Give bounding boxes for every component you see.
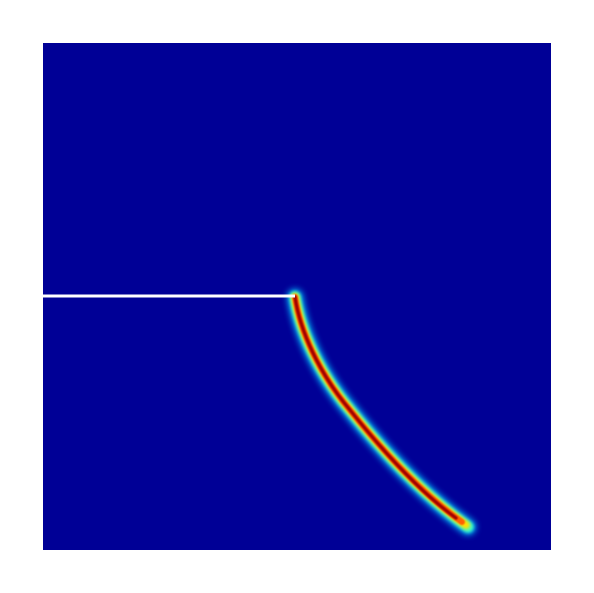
crack-core (293, 295, 458, 520)
initial-notch (43, 294, 295, 298)
crack-band (287, 289, 476, 535)
